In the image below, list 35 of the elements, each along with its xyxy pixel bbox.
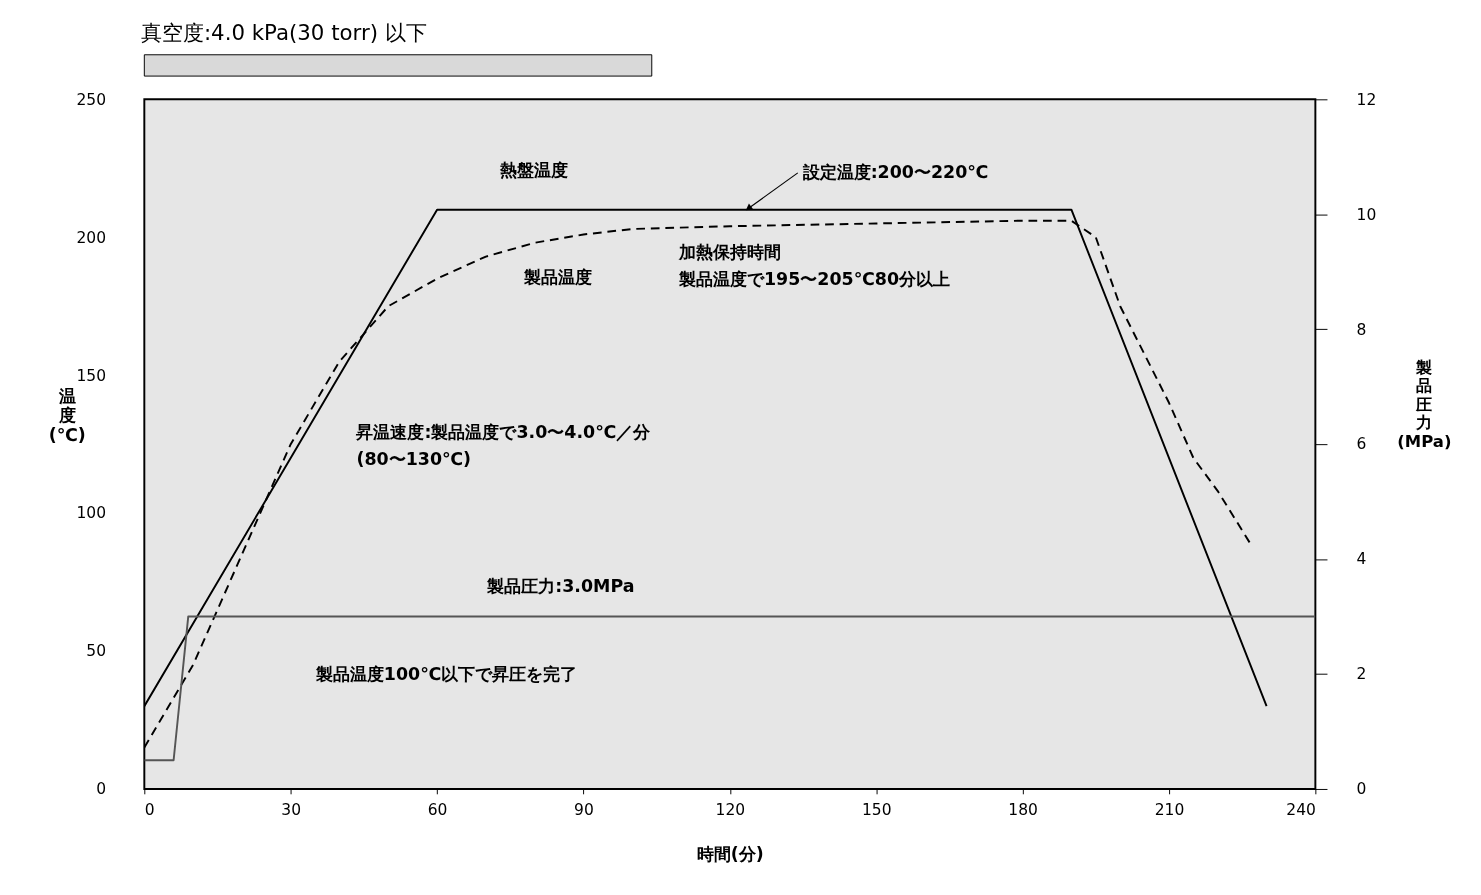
y2-tick-label: 4	[1356, 550, 1367, 569]
y2-tick-label: 6	[1356, 435, 1367, 454]
y2-tick-label: 12	[1356, 90, 1377, 109]
annotation: 製品圧力:3.0MPa	[486, 576, 635, 597]
x-tick-label: 0	[144, 800, 155, 819]
y-tick-label: 0	[96, 780, 107, 799]
x-tick-label: 240	[1286, 800, 1316, 819]
x-tick-label: 180	[1008, 800, 1038, 819]
y-tick-label: 250	[76, 90, 107, 109]
y-axis-title: 温度(℃)	[48, 386, 86, 445]
y-tick-label: 50	[86, 642, 107, 661]
y-tick-label: 200	[76, 228, 107, 247]
series-label: 熱盤温度	[498, 159, 568, 180]
annotation: 設定温度:200〜220℃	[801, 161, 989, 182]
y2-tick-label: 2	[1356, 665, 1367, 684]
x-tick-label: 60	[427, 800, 448, 819]
x-tick-label: 90	[574, 800, 594, 819]
y2-tick-label: 0	[1356, 780, 1367, 799]
annotation: 製品温度100℃以下で昇圧を完了	[314, 664, 578, 685]
chart-title: 真空度:4.0 kPa(30 torr) 以下	[140, 19, 427, 45]
y-tick-label: 150	[76, 366, 107, 385]
x-tick-label: 150	[861, 800, 892, 819]
y2-tick-label: 8	[1356, 320, 1367, 339]
x-tick-label: 120	[715, 800, 746, 819]
x-tick-label: 210	[1154, 800, 1185, 819]
y-tick-label: 100	[76, 504, 107, 523]
annotation: 加熱保持時間	[677, 242, 781, 263]
annotation: 昇温速度:製品温度で3.0〜4.0℃／分	[355, 422, 652, 443]
y2-axis-title: 製品圧力(MPa)	[1397, 357, 1452, 451]
x-tick-label: 30	[281, 800, 302, 819]
annotation: 製品温度で195〜205℃80分以上	[677, 269, 951, 290]
x-axis-title: 時間(分)	[696, 844, 764, 865]
series-label: 製品温度	[523, 267, 593, 288]
y2-tick-label: 10	[1356, 205, 1377, 224]
annotation: (80〜130℃)	[356, 449, 472, 470]
